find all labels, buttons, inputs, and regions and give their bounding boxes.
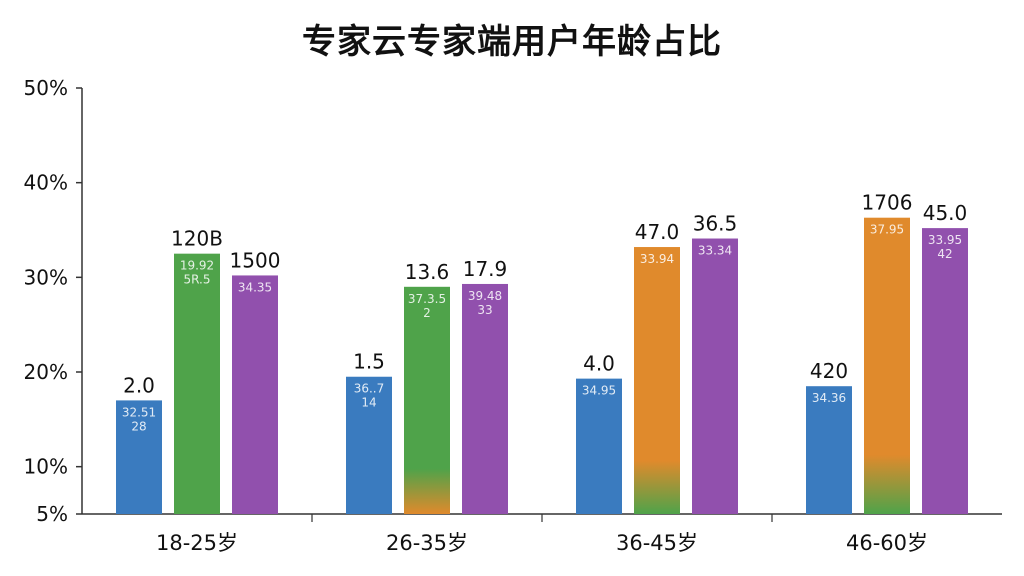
bar-inner-label: 28 <box>131 419 146 433</box>
bar-inner-label: 5R.5 <box>184 273 211 287</box>
bar-inner-label: 34.36 <box>812 391 846 405</box>
bar-inner-label: 33.95 <box>928 233 962 247</box>
bar-value-label: 45.0 <box>923 201 968 225</box>
bar-inner-label: 42 <box>937 247 952 261</box>
bar-inner-label: 37.3.5 <box>408 292 446 306</box>
bar-value-label: 36.5 <box>693 212 738 236</box>
bar-value-label: 4.0 <box>583 352 615 376</box>
bar <box>346 376 392 514</box>
y-tick-label: 5% <box>36 502 68 526</box>
bar-inner-label: 37.95 <box>870 223 904 237</box>
bar <box>806 386 852 514</box>
bar-value-label: 120B <box>171 227 223 251</box>
bar-value-label: 17.9 <box>463 257 508 281</box>
bar <box>692 238 738 514</box>
bar-value-label: 1.5 <box>353 350 385 374</box>
y-tick-label: 30% <box>24 265 68 289</box>
y-tick-label: 10% <box>24 455 68 479</box>
bar-inner-label: 33.94 <box>640 252 674 266</box>
y-tick-label: 40% <box>24 171 68 195</box>
bar <box>634 247 680 515</box>
chart-title: 专家云专家端用户年龄占比 <box>302 22 722 62</box>
bar <box>462 283 508 514</box>
bar-value-label: 1500 <box>230 248 281 272</box>
y-tick-label: 20% <box>24 360 68 384</box>
bar-value-label: 47.0 <box>635 220 680 244</box>
bar <box>922 228 968 514</box>
bar-inner-label: 34.95 <box>582 384 616 398</box>
bar <box>404 286 450 514</box>
y-tick-label: 50% <box>24 76 68 100</box>
bar-value-label: 2.0 <box>123 373 155 397</box>
bar-inner-label: 19.92 <box>180 259 214 273</box>
bar <box>174 253 220 514</box>
bar-inner-label: 33.34 <box>698 244 732 258</box>
bar <box>576 378 622 514</box>
x-category-label: 46-60岁 <box>846 531 928 555</box>
axes: 5% 10% 20% 30% 40% 50% <box>24 76 1002 526</box>
bar-value-label: 13.6 <box>405 260 450 284</box>
bar-inner-label: 39.48 <box>468 289 502 303</box>
x-category-label: 26-35岁 <box>386 531 468 555</box>
bar-value-label: 420 <box>810 359 848 383</box>
bar-inner-label: 36..7 <box>354 382 385 396</box>
bar-value-label: 1706 <box>862 191 913 215</box>
bar-inner-label: 32.51 <box>122 405 156 419</box>
bar <box>864 217 910 514</box>
bar <box>232 275 278 514</box>
bar-inner-label: 14 <box>361 396 376 410</box>
bar-inner-label: 34.35 <box>238 280 272 294</box>
x-category-label: 36-45岁 <box>616 531 698 555</box>
bars-layer <box>116 217 968 515</box>
bar-inner-label: 2 <box>423 306 431 320</box>
bar <box>116 400 162 514</box>
x-category-label: 18-25岁 <box>156 531 238 555</box>
bar-inner-label: 33 <box>477 303 492 317</box>
